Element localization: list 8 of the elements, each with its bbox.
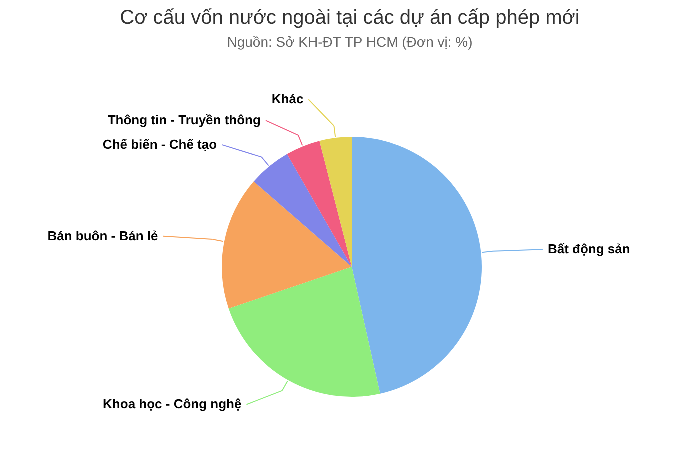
chart-subtitle: Nguồn: Sở KH-ĐT TP HCM (Đơn vị: %) <box>227 34 473 50</box>
slice-label: Khoa học - Công nghệ <box>103 396 242 412</box>
slice-label: Thông tin - Truyền thông <box>108 112 261 128</box>
chart-title: Cơ cấu vốn nước ngoài tại các dự án cấp phép mới <box>120 7 580 29</box>
slice-label: Bán buôn - Bán lẻ <box>48 228 158 244</box>
slice-label: Khác <box>272 92 304 107</box>
slice-label: Bất động sản <box>548 242 630 257</box>
slice-label: Chế biến - Chế tạo <box>102 136 218 152</box>
